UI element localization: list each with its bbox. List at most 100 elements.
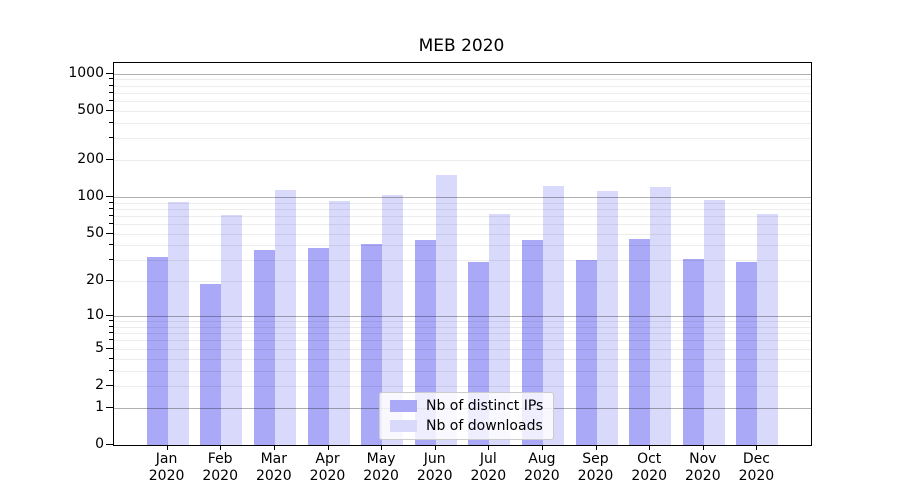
- y-minor-tick-mark-8: [109, 325, 113, 327]
- y-tick-label-1: 1: [95, 398, 104, 415]
- x-tick-mark-aug-2020: [541, 446, 543, 450]
- gridline-minor-8: [114, 326, 811, 328]
- gridline-minor-40: [114, 245, 811, 247]
- gridline-minor-500: [114, 110, 811, 112]
- bar-distinct-ips-nov-2020: [682, 258, 704, 445]
- gridline-major-100: [114, 197, 811, 198]
- bar-downloads-sep-2020: [596, 190, 618, 445]
- bar-distinct-ips-apr-2020: [307, 248, 329, 445]
- bar-downloads-oct-2020: [650, 187, 672, 445]
- x-tick-mark-jul-2020: [488, 446, 490, 450]
- y-tick-mark-5: [106, 347, 113, 349]
- y-minor-tick-mark-800: [109, 84, 113, 86]
- x-tick-mark-nov-2020: [702, 446, 704, 450]
- y-tick-label-5: 5: [95, 339, 104, 356]
- x-tick-label-nov-2020: Nov 2020: [684, 451, 721, 484]
- x-tick-mark-oct-2020: [649, 446, 651, 450]
- y-minor-tick-mark-60: [109, 223, 113, 225]
- x-tick-label-may-2020: May 2020: [363, 451, 399, 484]
- y-tick-mark-500: [106, 109, 113, 111]
- gridline-minor-5: [114, 348, 811, 350]
- gridline-minor-600: [114, 101, 811, 103]
- gridline-minor-90: [114, 202, 811, 204]
- bar-distinct-ips-mar-2020: [253, 249, 275, 445]
- x-tick-mark-jun-2020: [434, 446, 436, 450]
- gridline-minor-7: [114, 333, 811, 335]
- y-tick-label-200: 200: [77, 151, 104, 167]
- y-minor-tick-mark-9: [109, 320, 113, 322]
- y-minor-tick-mark-7: [109, 332, 113, 334]
- gridline-minor-50: [114, 233, 811, 235]
- y-minor-tick-mark-400: [109, 121, 113, 123]
- x-tick-mark-apr-2020: [327, 446, 329, 450]
- x-tick-mark-dec-2020: [756, 446, 758, 450]
- y-minor-tick-mark-900: [109, 78, 113, 80]
- legend-item-distinct-ips: Nb of distinct IPs: [390, 398, 543, 414]
- gridline-minor-900: [114, 79, 811, 81]
- gridline-minor-3: [114, 370, 811, 372]
- x-tick-label-sep-2020: Sep 2020: [577, 451, 614, 484]
- y-tick-mark-10: [106, 315, 113, 317]
- x-tick-mark-jan-2020: [166, 446, 168, 450]
- y-tick-mark-100: [106, 196, 113, 197]
- y-tick-label-20: 20: [86, 272, 104, 289]
- y-minor-tick-mark-70: [109, 214, 113, 216]
- legend-swatch-downloads: [390, 420, 417, 432]
- y-tick-mark-1: [106, 406, 113, 408]
- gridline-minor-200: [114, 160, 811, 161]
- gridline-minor-60: [114, 224, 811, 226]
- bar-downloads-aug-2020: [542, 185, 564, 445]
- x-tick-label-oct-2020: Oct 2020: [631, 451, 667, 484]
- bar-downloads-jan-2020: [167, 202, 189, 445]
- y-minor-tick-mark-90: [109, 201, 113, 203]
- x-tick-mark-sep-2020: [595, 446, 597, 450]
- bar-downloads-mar-2020: [274, 189, 296, 445]
- gridline-minor-300: [114, 138, 811, 140]
- y-tick-mark-20: [106, 280, 113, 282]
- x-tick-mark-mar-2020: [273, 446, 275, 450]
- legend-item-downloads: Nb of downloads: [390, 418, 543, 434]
- legend: Nb of distinct IPs Nb of downloads: [379, 392, 555, 440]
- x-tick-label-mar-2020: Mar 2020: [255, 451, 292, 484]
- bar-downloads-dec-2020: [757, 213, 779, 445]
- x-tick-label-aug-2020: Aug 2020: [524, 451, 560, 484]
- y-minor-tick-mark-80: [109, 207, 113, 209]
- gridline-minor-80: [114, 208, 811, 210]
- bar-downloads-feb-2020: [221, 215, 243, 445]
- y-tick-label-50: 50: [86, 224, 104, 241]
- y-tick-label-1000: 1000: [68, 64, 104, 81]
- gridline-minor-20: [114, 281, 811, 283]
- legend-label-distinct-ips: Nb of distinct IPs: [426, 398, 544, 414]
- y-minor-tick-mark-4: [109, 357, 113, 359]
- x-tick-label-jun-2020: Jun 2020: [416, 451, 453, 484]
- gridline-minor-4: [114, 358, 811, 360]
- y-tick-label-500: 500: [77, 101, 104, 118]
- y-minor-tick-mark-6: [109, 339, 113, 341]
- y-minor-tick-mark-600: [109, 100, 113, 102]
- bar-distinct-ips-oct-2020: [629, 239, 651, 445]
- bar-distinct-ips-sep-2020: [575, 260, 597, 445]
- y-tick-label-0: 0: [95, 436, 104, 452]
- gridline-major-1000: [114, 73, 811, 75]
- gridline-minor-2: [114, 386, 811, 387]
- y-minor-tick-mark-40: [109, 244, 113, 246]
- bar-downloads-nov-2020: [703, 199, 725, 445]
- gridline-minor-9: [114, 321, 811, 323]
- bar-downloads-jun-2020: [435, 175, 457, 445]
- x-tick-label-feb-2020: Feb 2020: [202, 451, 238, 484]
- y-tick-mark-50: [106, 232, 113, 234]
- bar-distinct-ips-dec-2020: [736, 262, 758, 445]
- y-tick-label-100: 100: [77, 188, 104, 204]
- chart-title: MEB 2020: [418, 36, 505, 56]
- y-tick-label-2: 2: [95, 377, 104, 393]
- gridline-minor-700: [114, 92, 811, 94]
- y-tick-mark-2: [106, 385, 113, 386]
- gridline-minor-400: [114, 122, 811, 124]
- y-tick-mark-0: [106, 444, 113, 445]
- gridline-major-10: [114, 316, 811, 318]
- x-tick-label-jan-2020: Jan 2020: [148, 451, 185, 484]
- bar-downloads-apr-2020: [328, 201, 350, 445]
- x-tick-label-apr-2020: Apr 2020: [309, 451, 346, 484]
- bar-distinct-ips-may-2020: [361, 244, 383, 445]
